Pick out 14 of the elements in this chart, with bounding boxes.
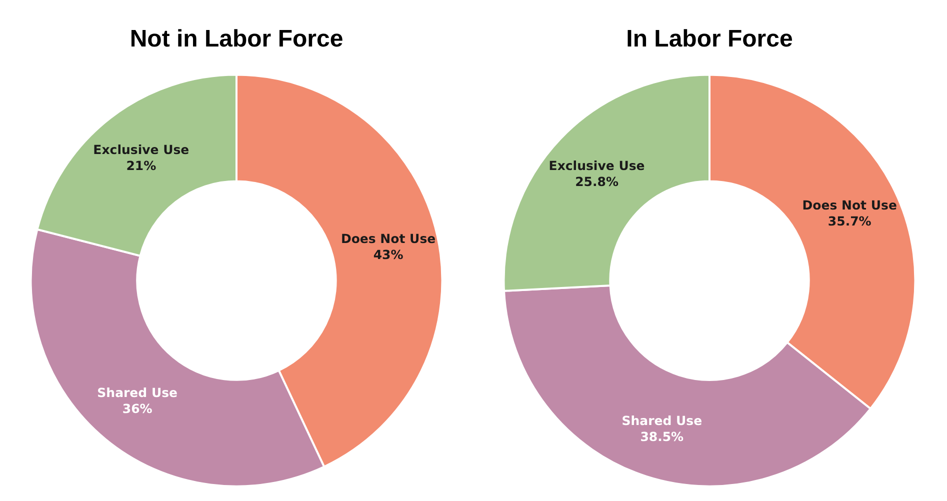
data-label: 43% (373, 247, 404, 262)
chart-title: In Labor Force (626, 26, 793, 52)
data-label: 38.5% (640, 429, 684, 444)
slice-label: Does Not Use (802, 198, 897, 213)
slice-label: Does Not Use (340, 231, 436, 246)
data-label: 21% (126, 158, 157, 174)
data-label: 25.8% (575, 174, 619, 189)
data-label: 36% (122, 400, 153, 416)
slice-label: Shared Use (622, 413, 702, 428)
chart-title: Not in Labor Force (130, 26, 344, 52)
slice-label: Exclusive Use (548, 158, 645, 173)
slice-label: Shared Use (97, 384, 178, 400)
data-label: 35.7% (828, 214, 872, 229)
slice-label: Exclusive Use (93, 142, 190, 158)
